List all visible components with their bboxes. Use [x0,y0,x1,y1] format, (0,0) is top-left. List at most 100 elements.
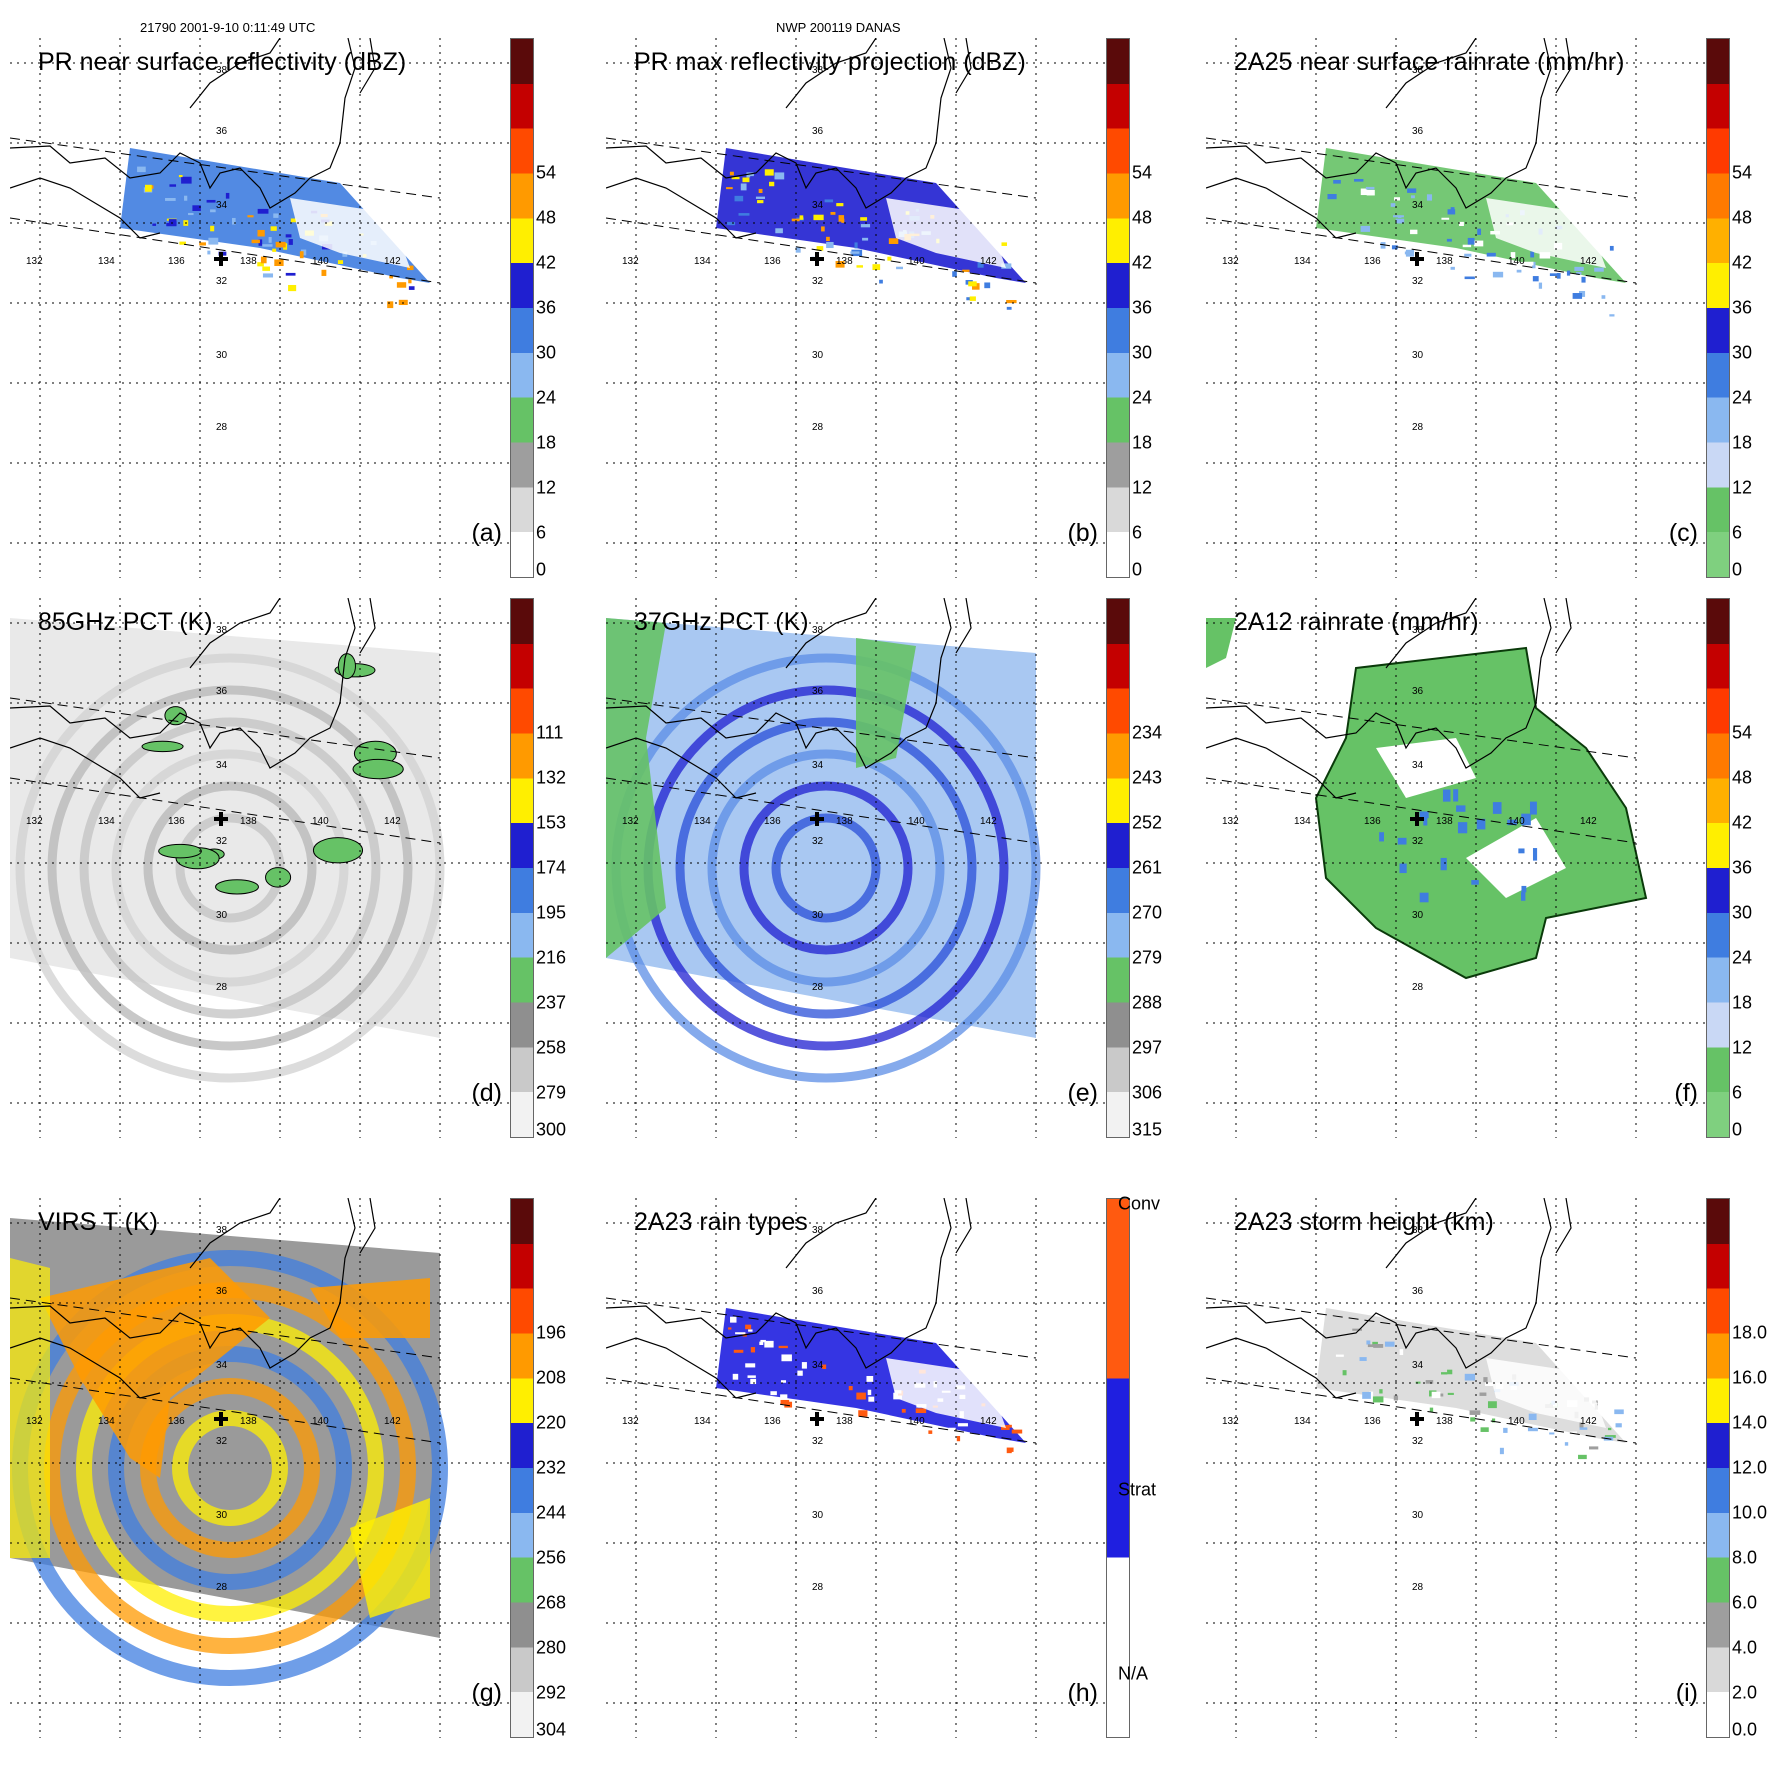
lon-label: 142 [980,816,997,827]
longitude-labels: 132 134 136 138 140 142 [622,1416,997,1427]
coastline [606,38,972,239]
colorbar-labels: 0 6 12 18 24 30 36 42 48 54 [1732,38,1771,580]
map-e: 132 134 136 138 140 142 38 36 34 32 30 28 [606,598,1106,1138]
colorbar-labels: 0 6 12 18 24 30 36 42 48 54 [1132,38,1192,580]
longitude-labels: 132 134 136 138 140 142 [622,256,997,267]
lon-label: 138 [240,256,257,267]
lon-label: 140 [312,816,329,827]
colorbar-tick-label: 258 [536,1037,567,1058]
colorbar-tick-label: 315 [1132,1119,1163,1140]
coastline [606,598,972,799]
lat-label: 30 [812,910,824,921]
colorbar-tick-label: 0.0 [1732,1719,1758,1740]
lon-label: 138 [240,816,257,827]
colorbar-tick-label: 243 [1132,767,1163,788]
lon-label: 138 [1436,816,1453,827]
colorbar-tick-label: 54 [1732,722,1753,743]
map-svg: 132 134 136 138 140 142 38 36 34 32 30 28 [606,38,1106,578]
colorbar-tick-label: 6 [1732,522,1743,543]
lon-label: 134 [694,1416,711,1427]
data-field [1316,1308,1626,1478]
coastline [10,598,376,799]
lon-label: 138 [836,256,853,267]
lon-label: 142 [384,256,401,267]
colorbar [510,598,534,1138]
colorbar-tick-label: 48 [1732,207,1753,228]
longitude-labels: 132 134 136 138 140 142 [1222,816,1597,827]
longitude-labels: 132 134 136 138 140 142 [26,1416,401,1427]
colorbar-tick-label: 300 [536,1119,567,1140]
lat-label: 34 [1412,200,1424,211]
graticule [1206,598,1706,1138]
latitude-labels: 38 36 34 32 30 28 [812,65,824,433]
lat-label: 38 [812,1225,824,1236]
lon-label: 138 [836,1416,853,1427]
colorbar-tick-label: 279 [1132,947,1163,968]
colorbar-tick-label: 244 [536,1502,567,1523]
colorbar-tick-label: 24 [1132,387,1153,408]
longitude-labels: 132 134 136 138 140 142 [26,816,401,827]
lon-label: 134 [1294,1416,1311,1427]
colorbar-tick-label: 153 [536,812,567,833]
graticule [606,1198,1106,1738]
lon-label: 132 [622,816,639,827]
colorbar-tick-label: 12.0 [1732,1457,1768,1478]
colorbar-tick-label: 16.0 [1732,1367,1768,1388]
colorbar-tick-label: 12 [1732,477,1753,498]
colorbar-tick-label: 6 [1132,522,1143,543]
lat-label: 34 [1412,1360,1424,1371]
colorbar-tick-label: 18 [1732,992,1753,1013]
panel-title: 2A23 rain types [634,1208,808,1236]
lat-label: 38 [1412,1225,1424,1236]
lon-label: 132 [1222,1416,1239,1427]
map-i: 132 134 136 138 140 142 38 36 34 32 30 28 [1206,1198,1706,1738]
panel-letter: (d) [471,1079,502,1107]
colorbar-tick-label: 208 [536,1367,567,1388]
lon-label: 136 [764,256,781,267]
map-svg: 132 134 136 138 140 142 38 36 34 32 30 28 [10,598,510,1138]
colorbar [1706,1198,1730,1738]
lat-label: 28 [216,422,228,433]
colorbar-tick-label: 261 [1132,857,1163,878]
colorbar-tick-label: 0 [1132,559,1143,580]
colorbar-tick-label: 36 [536,297,557,318]
lat-label: 36 [1412,126,1424,137]
colorbar-tick-label: 195 [536,902,567,923]
colorbar-tick-label: 12 [536,477,557,498]
lat-label: 34 [812,200,824,211]
panel-letter: (b) [1067,519,1098,547]
coastline [10,38,376,239]
lat-label: 28 [812,1582,824,1593]
colorbar-tick-label: 4.0 [1732,1637,1758,1658]
storm-center-icon [1410,812,1424,826]
colorbar-tick-label: 256 [536,1547,567,1568]
colorbar-tick-label: 54 [536,162,557,183]
graticule [10,1198,510,1738]
lat-label: 34 [216,200,228,211]
colorbar-tick-label: 6.0 [1732,1592,1758,1613]
latitude-labels: 38 36 34 32 30 28 [216,625,228,993]
graticule [606,38,1106,578]
lat-label: 28 [216,1582,228,1593]
lon-label: 132 [622,256,639,267]
panel-title: PR max reflectivity projection (dBZ) [634,48,1026,76]
lon-label: 140 [908,816,925,827]
lon-label: 138 [240,1416,257,1427]
colorbar-labels: N/A Strat Conv [1118,1194,1192,1738]
lon-label: 142 [384,816,401,827]
colorbar-tick-label: 30 [1732,342,1753,363]
colorbar-tick-label: 2.0 [1732,1682,1758,1703]
lon-label: 142 [384,1416,401,1427]
orbit-header: 21790 2001-9-10 0:11:49 UTC [140,20,316,35]
lat-label: 28 [1412,1582,1424,1593]
colorbar-tick-label: 48 [536,207,557,228]
colorbar-tick-label: 0 [1732,559,1743,580]
panel-letter: (h) [1067,1679,1098,1707]
colorbar-tick-label: 111 [536,722,564,743]
panel-title: 2A25 near surface rainrate (mm/hr) [1234,48,1625,76]
colorbar-tick-label: 297 [1132,1037,1163,1058]
lat-label: 34 [812,760,824,771]
latitude-labels: 38 36 34 32 30 28 [812,1225,824,1593]
lon-label: 132 [26,1416,43,1427]
lon-label: 138 [1436,256,1453,267]
